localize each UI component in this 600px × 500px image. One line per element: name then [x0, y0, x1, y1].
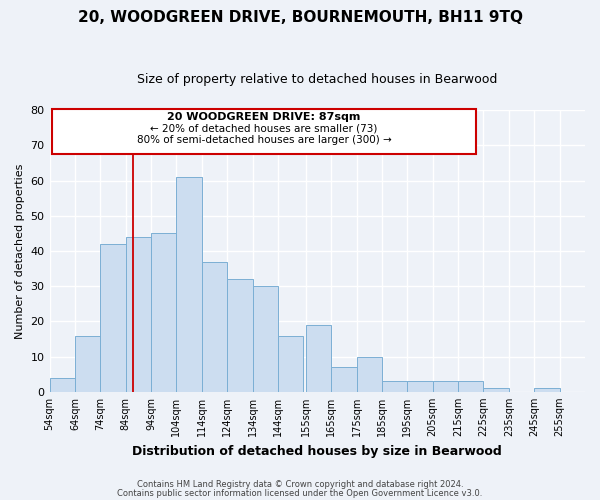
- Bar: [278, 336, 304, 392]
- Bar: [100, 244, 125, 392]
- X-axis label: Distribution of detached houses by size in Bearwood: Distribution of detached houses by size …: [133, 444, 502, 458]
- Bar: [407, 381, 433, 392]
- FancyBboxPatch shape: [52, 108, 476, 154]
- Bar: [75, 336, 100, 392]
- Y-axis label: Number of detached properties: Number of detached properties: [15, 164, 25, 338]
- Bar: [382, 381, 407, 392]
- Text: Contains HM Land Registry data © Crown copyright and database right 2024.: Contains HM Land Registry data © Crown c…: [137, 480, 463, 489]
- Bar: [125, 237, 151, 392]
- Bar: [227, 279, 253, 392]
- Bar: [331, 367, 356, 392]
- Text: Contains public sector information licensed under the Open Government Licence v3: Contains public sector information licen…: [118, 488, 482, 498]
- Text: 20, WOODGREEN DRIVE, BOURNEMOUTH, BH11 9TQ: 20, WOODGREEN DRIVE, BOURNEMOUTH, BH11 9…: [77, 10, 523, 25]
- Title: Size of property relative to detached houses in Bearwood: Size of property relative to detached ho…: [137, 72, 497, 86]
- Bar: [176, 177, 202, 392]
- Bar: [306, 325, 331, 392]
- Bar: [202, 262, 227, 392]
- Text: ← 20% of detached houses are smaller (73): ← 20% of detached houses are smaller (73…: [150, 124, 377, 134]
- Bar: [484, 388, 509, 392]
- Bar: [50, 378, 75, 392]
- Bar: [534, 388, 560, 392]
- Text: 80% of semi-detached houses are larger (300) →: 80% of semi-detached houses are larger (…: [137, 135, 391, 145]
- Bar: [433, 381, 458, 392]
- Bar: [253, 286, 278, 392]
- Bar: [151, 234, 176, 392]
- Bar: [356, 356, 382, 392]
- Text: 20 WOODGREEN DRIVE: 87sqm: 20 WOODGREEN DRIVE: 87sqm: [167, 112, 361, 122]
- Bar: [458, 381, 484, 392]
